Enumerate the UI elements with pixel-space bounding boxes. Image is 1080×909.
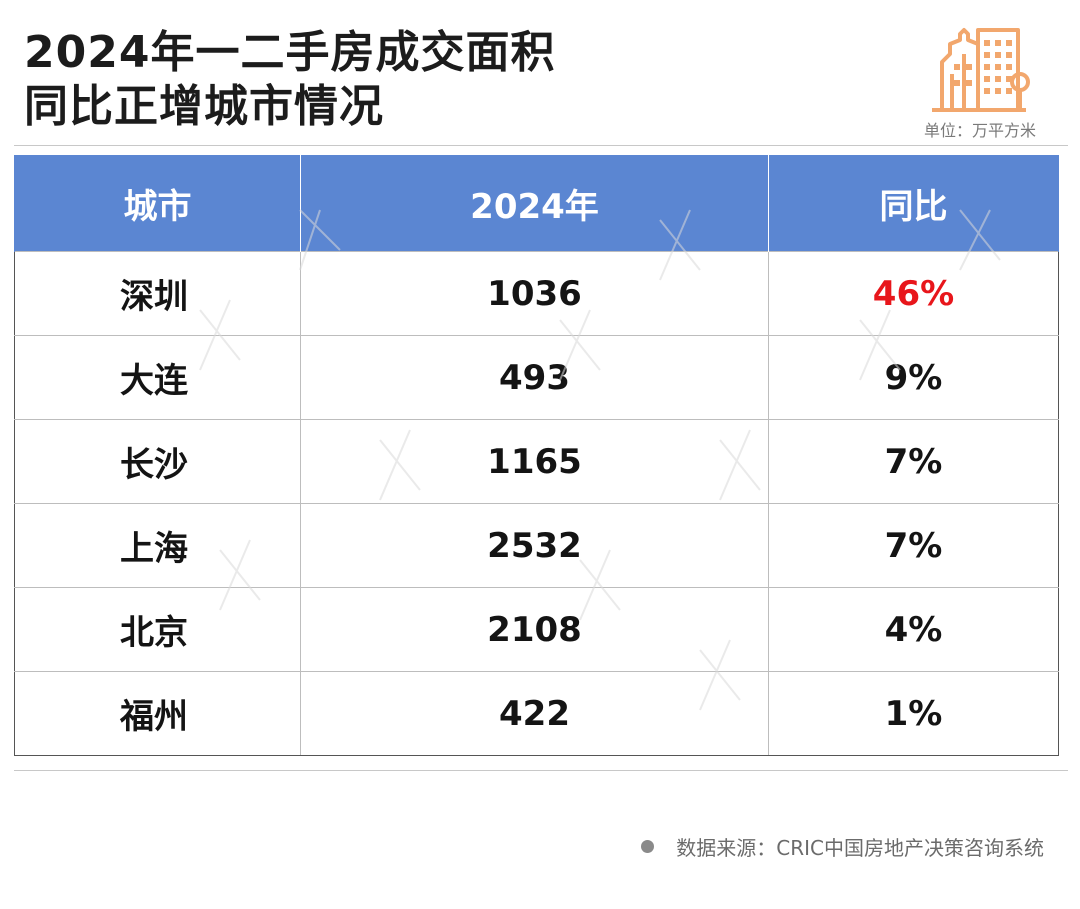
table-row: 北京 2108 4% xyxy=(14,587,1059,672)
table-row: 大连 493 9% xyxy=(14,335,1059,420)
yoy-cell: 9% xyxy=(768,335,1059,420)
data-table: 城市 2024年 同比 深圳 1036 46% 大连 493 9% 长沙 116… xyxy=(14,155,1059,756)
page-title: 2024年一二手房成交面积 同比正增城市情况 xyxy=(24,26,555,134)
table-header-row: 城市 2024年 同比 xyxy=(14,155,1059,252)
dot-icon xyxy=(641,840,655,853)
yoy-cell: 7% xyxy=(768,503,1059,588)
data-table-container: 城市 2024年 同比 深圳 1036 46% 大连 493 9% 长沙 116… xyxy=(14,155,1059,756)
city-cell: 北京 xyxy=(14,587,301,672)
yoy-cell: 1% xyxy=(768,671,1059,756)
city-cell: 大连 xyxy=(14,335,301,420)
bottom-divider xyxy=(14,770,1068,771)
source-note: 数据来源：CRIC中国房地产决策咨询系统 xyxy=(641,832,1044,861)
unit-label: 单位：万平方米 xyxy=(923,121,1036,140)
city-cell: 深圳 xyxy=(14,251,301,336)
area-cell: 1165 xyxy=(300,419,769,504)
header-city: 城市 xyxy=(14,155,301,252)
table-row: 福州 422 1% xyxy=(14,671,1059,756)
top-divider xyxy=(14,145,1068,146)
yoy-cell: 4% xyxy=(768,587,1059,672)
source-text: 数据来源：CRIC中国房地产决策咨询系统 xyxy=(676,836,1044,860)
city-cell: 长沙 xyxy=(14,419,301,504)
area-cell: 2532 xyxy=(300,503,769,588)
title-line-2: 同比正增城市情况 xyxy=(24,81,384,132)
title-line-1: 2024年一二手房成交面积 xyxy=(24,27,556,78)
city-buildings-icon xyxy=(932,28,1030,112)
city-cell: 福州 xyxy=(14,671,301,756)
city-cell: 上海 xyxy=(14,503,301,588)
area-cell: 493 xyxy=(300,335,769,420)
header-yoy: 同比 xyxy=(768,155,1059,252)
area-cell: 2108 xyxy=(300,587,769,672)
table-row: 上海 2532 7% xyxy=(14,503,1059,588)
area-cell: 1036 xyxy=(300,251,769,336)
yoy-cell: 46% xyxy=(768,251,1059,336)
table-row: 长沙 1165 7% xyxy=(14,419,1059,504)
yoy-cell: 7% xyxy=(768,419,1059,504)
table-row: 深圳 1036 46% xyxy=(14,251,1059,336)
header-year: 2024年 xyxy=(300,155,769,252)
area-cell: 422 xyxy=(300,671,769,756)
